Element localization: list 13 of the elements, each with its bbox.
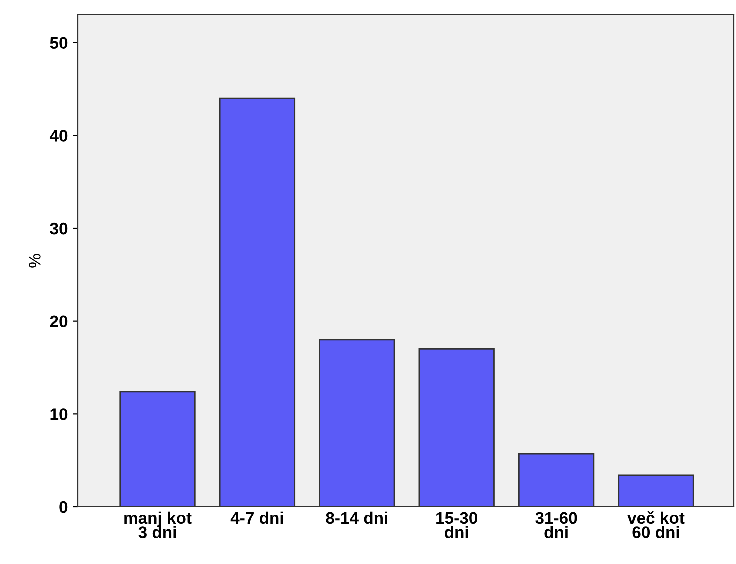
- y-axis-title: %: [29, 254, 41, 268]
- x-tick-label: 8-14 dni: [326, 512, 388, 524]
- y-tick-label: 0: [60, 501, 68, 514]
- y-tick-label: 10: [50, 408, 68, 420]
- y-tick-label: 50: [50, 37, 68, 50]
- x-tick-label: 15-30 dni: [436, 512, 478, 538]
- y-tick-label: 30: [50, 222, 68, 235]
- y-tick-label: 20: [50, 316, 68, 328]
- x-tick-label: 31-60 dni: [536, 512, 578, 538]
- x-tick-label: manj kot 3 dni: [124, 512, 192, 538]
- x-tick-label: 4-7 dni: [230, 512, 284, 524]
- y-tick-label: 40: [50, 130, 68, 142]
- x-tick-label: več kot 60 dni: [628, 511, 685, 538]
